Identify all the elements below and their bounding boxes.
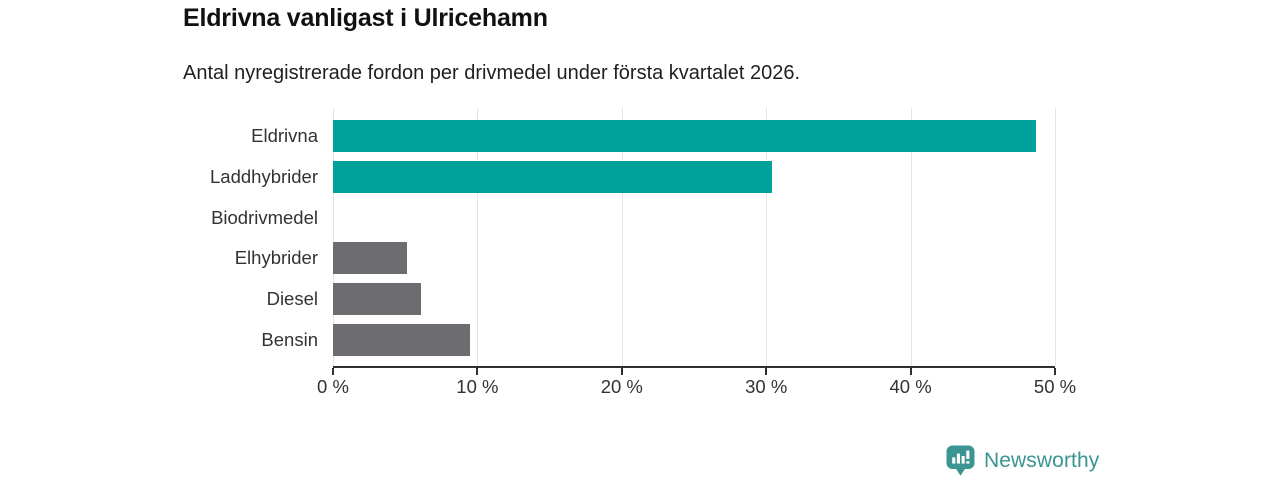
bar-eldrivna xyxy=(333,120,1037,152)
bar-laddhybrider xyxy=(333,160,772,193)
gridline-20 xyxy=(621,108,623,366)
gridline-0 xyxy=(333,108,334,366)
category-label-bensin: Bensin xyxy=(261,329,318,350)
x-tick-label-10: 10 % xyxy=(456,376,499,397)
category-label-laddhybrider: Laddhybrider xyxy=(210,165,318,187)
newsworthy-logo-icon xyxy=(946,445,975,476)
bar-bensin xyxy=(333,324,471,356)
newsworthy-logo-text: Newsworthy xyxy=(984,449,1100,472)
x-tick-label-40: 40 % xyxy=(889,376,932,397)
x-tick-50 xyxy=(1054,368,1056,375)
x-tick-label-20: 20 % xyxy=(600,376,643,397)
category-axis: Eldrivna Laddhybrider Biodrivmedel Elhybrid… xyxy=(0,108,318,366)
bar-diesel xyxy=(333,283,422,316)
x-tick-label-30: 30 % xyxy=(745,376,788,397)
gridline-50 xyxy=(1055,108,1056,366)
category-label-eldrivna: Eldrivna xyxy=(251,125,318,146)
bar-elhybrider xyxy=(333,242,407,275)
x-tick-30 xyxy=(765,368,768,375)
gridline-40 xyxy=(910,108,912,366)
x-tick-0 xyxy=(332,368,334,375)
chart-title: Eldrivna vanligast i Ulricehamn xyxy=(183,4,548,32)
x-tick-label-0: 0 % xyxy=(317,376,349,397)
x-tick-20 xyxy=(620,368,623,375)
x-tick-label-50: 50 % xyxy=(1033,376,1077,397)
chart-subtitle: Antal nyregistrerade fordon per drivmede… xyxy=(183,62,801,84)
category-label-diesel: Diesel xyxy=(266,288,318,310)
newsworthy-logo: Newsworthy xyxy=(946,445,1099,477)
gridline-10 xyxy=(477,108,479,366)
x-tick-10 xyxy=(476,368,479,375)
plot-area xyxy=(333,108,1056,368)
x-tick-40 xyxy=(909,368,912,375)
gridline-30 xyxy=(766,108,768,366)
category-label-elhybrider: Elhybrider xyxy=(234,247,318,269)
category-label-biodrivmedel: Biodrivmedel xyxy=(211,206,318,228)
